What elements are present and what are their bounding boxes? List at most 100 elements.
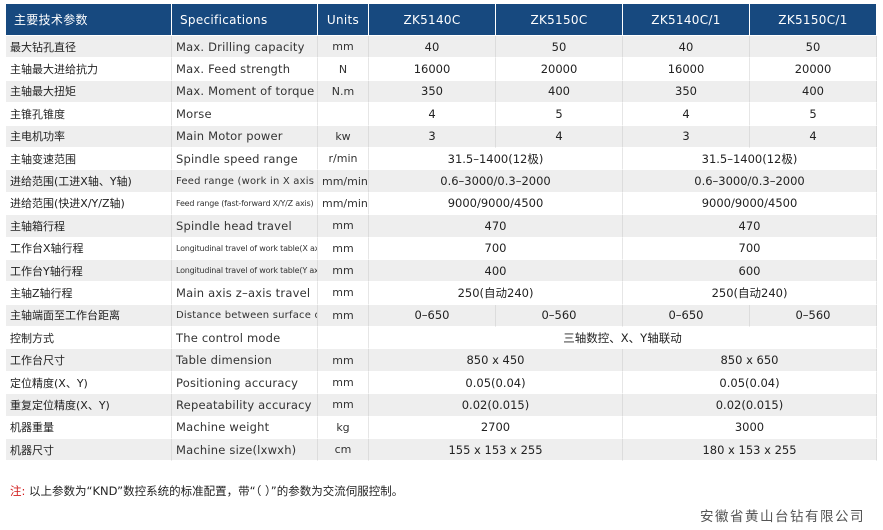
value-cell-pair: 3000: [623, 416, 877, 440]
param-cell: 主锥孔锥度: [6, 103, 172, 126]
unit-cell: mm: [318, 349, 369, 372]
spec-cell: Table dimension: [172, 349, 318, 372]
value-cell: 40: [369, 36, 496, 59]
value-cell: 350: [623, 80, 750, 104]
value-cell-pair: 850 x 450: [369, 349, 623, 372]
spec-cell: Max. Feed strength: [172, 58, 318, 81]
footnote-mark: 注:: [10, 484, 26, 498]
param-cell: 进给范围(工进X轴、Y轴): [6, 170, 172, 193]
value-cell-pair: 9000/9000/4500: [369, 192, 623, 216]
unit-cell: mm: [318, 237, 369, 260]
value-cell: 400: [496, 80, 623, 104]
value-cell: 16000: [369, 58, 496, 81]
value-cell-pair: 31.5–1400(12极): [369, 147, 623, 171]
value-cell-pair: 700: [369, 237, 623, 260]
spec-cell: Feed range (work in X axis and Y axis): [172, 170, 318, 193]
table-row: 工作台尺寸 Table dimension mm 850 x 450 850 x…: [6, 349, 877, 372]
value-cell: 350: [369, 80, 496, 104]
value-cell-pair: 400: [369, 259, 623, 283]
spec-cell: Longitudinal travel of work table(X axle…: [172, 237, 318, 260]
value-cell: 20000: [496, 58, 623, 81]
spec-cell: Machine weight: [172, 416, 318, 440]
table-row: 主轴变速范围 Spindle speed range r/min 31.5–14…: [6, 147, 877, 171]
param-cell: 主轴最大进给抗力: [6, 58, 172, 81]
value-cell: 3: [623, 125, 750, 148]
value-cell: 4: [623, 103, 750, 126]
spec-cell: Distance between surface of main spindle…: [172, 304, 318, 328]
unit-cell: mm/min: [318, 192, 369, 216]
spec-cell: The control mode: [172, 327, 318, 350]
value-cell: 20000: [750, 58, 877, 81]
table-row: 机器尺寸 Machine size(lxwxh) cm 155 x 153 x …: [6, 439, 877, 462]
spec-cell: Max. Drilling capacity: [172, 36, 318, 59]
value-cell-pair: 250(自动240): [369, 282, 623, 305]
value-cell: 4: [369, 103, 496, 126]
unit-cell: r/min: [318, 147, 369, 171]
value-cell-pair: 0.05(0.04): [623, 371, 877, 395]
value-cell-pair: 31.5–1400(12极): [623, 147, 877, 171]
param-cell: 机器尺寸: [6, 439, 172, 462]
value-cell-pair: 250(自动240): [623, 282, 877, 305]
value-cell-pair: 9000/9000/4500: [623, 192, 877, 216]
param-cell: 最大钻孔直径: [6, 36, 172, 59]
value-cell: 40: [623, 36, 750, 59]
value-cell-pair: 180 x 153 x 255: [623, 439, 877, 462]
table-row: 主轴端面至工作台距离 Distance between surface of m…: [6, 304, 877, 328]
spec-cell: Positioning accuracy: [172, 371, 318, 395]
table-row: 控制方式 The control mode 三轴数控、X、Y轴联动: [6, 327, 877, 350]
value-cell-pair: 470: [623, 215, 877, 238]
table-row: 重复定位精度(X、Y) Repeatability accuracy mm 0.…: [6, 394, 877, 417]
param-cell: 定位精度(X、Y): [6, 371, 172, 395]
value-cell-pair: 700: [623, 237, 877, 260]
spec-cell: Max. Moment of torque: [172, 80, 318, 104]
spec-cell: Main axis z–axis travel: [172, 282, 318, 305]
table-row: 主轴最大扭矩 Max. Moment of torque N.m 350 400…: [6, 80, 877, 104]
unit-cell: mm: [318, 36, 369, 59]
param-cell: 进给范围(快进X/Y/Z轴): [6, 192, 172, 216]
spec-cell: Spindle head travel: [172, 215, 318, 238]
unit-cell: mm: [318, 282, 369, 305]
param-cell: 工作台X轴行程: [6, 237, 172, 260]
value-cell: 16000: [623, 58, 750, 81]
param-cell: 工作台尺寸: [6, 349, 172, 372]
header-param: 主要技术参数: [6, 4, 172, 36]
table-row: 最大钻孔直径 Max. Drilling capacity mm 40 50 4…: [6, 36, 877, 59]
value-cell-pair: 2700: [369, 416, 623, 440]
param-cell: 主轴端面至工作台距离: [6, 304, 172, 328]
param-cell: 主轴变速范围: [6, 147, 172, 171]
table-row: 主轴Z轴行程 Main axis z–axis travel mm 250(自动…: [6, 282, 877, 305]
value-cell: 0–650: [623, 304, 750, 328]
table-row: 主锥孔锥度 Morse 4 5 4 5: [6, 103, 877, 126]
header-model-2: ZK5150C: [496, 4, 623, 36]
unit-cell: mm: [318, 304, 369, 328]
unit-cell: [318, 327, 369, 350]
unit-cell: N: [318, 58, 369, 81]
footnote: 注: 以上参数为“KND”数控系统的标准配置，带“（ ）”的参数为交流伺服控制。: [10, 483, 403, 499]
header-units: Units: [318, 4, 369, 36]
spec-cell: Spindle speed range: [172, 147, 318, 171]
header-model-3: ZK5140C/1: [623, 4, 750, 36]
value-cell: 5: [496, 103, 623, 126]
value-cell: 0–560: [496, 304, 623, 328]
value-cell: 5: [750, 103, 877, 126]
value-cell-pair: 0.6–3000/0.3–2000: [623, 170, 877, 193]
value-cell-pair: 0.02(0.015): [369, 394, 623, 417]
value-cell: 0–650: [369, 304, 496, 328]
value-cell: 50: [496, 36, 623, 59]
param-cell: 工作台Y轴行程: [6, 259, 172, 283]
table-row: 定位精度(X、Y) Positioning accuracy mm 0.05(0…: [6, 371, 877, 395]
table-row: 主轴最大进给抗力 Max. Feed strength N 16000 2000…: [6, 58, 877, 81]
spec-cell: Feed range (fast-forward X/Y/Z axis): [172, 192, 318, 216]
value-cell: 50: [750, 36, 877, 59]
unit-cell: mm: [318, 394, 369, 417]
unit-cell: mm: [318, 215, 369, 238]
value-cell-pair: 155 x 153 x 255: [369, 439, 623, 462]
value-cell: 4: [496, 125, 623, 148]
value-cell-pair: 850 x 650: [623, 349, 877, 372]
value-cell-pair: 600: [623, 259, 877, 283]
unit-cell: cm: [318, 439, 369, 462]
table-row: 进给范围(工进X轴、Y轴) Feed range (work in X axis…: [6, 170, 877, 193]
header-model-1: ZK5140C: [369, 4, 496, 36]
param-cell: 主轴Z轴行程: [6, 282, 172, 305]
value-cell-pair: 0.05(0.04): [369, 371, 623, 395]
